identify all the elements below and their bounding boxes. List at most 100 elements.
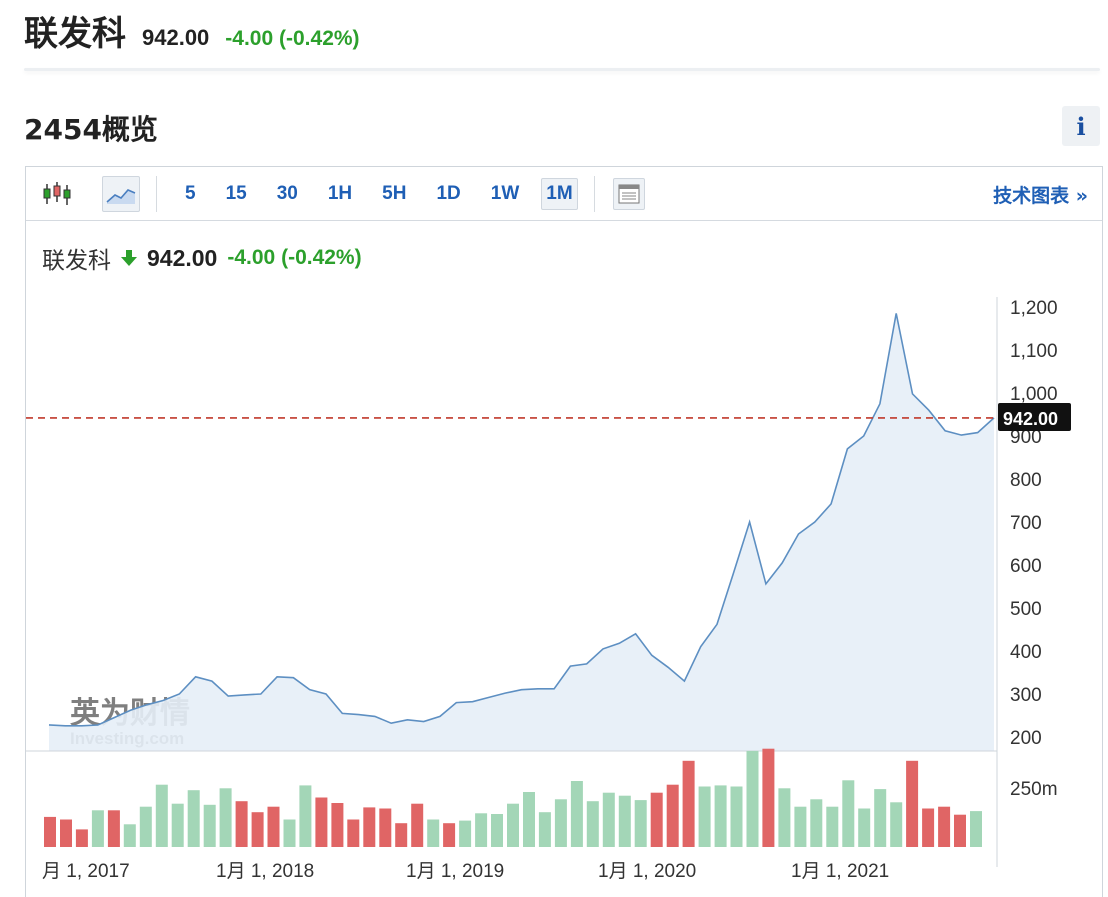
volume-bar — [315, 797, 328, 847]
volume-bar — [107, 810, 120, 847]
volume-bar — [347, 819, 360, 847]
info-icon: i — [1076, 111, 1086, 141]
y-tick-label: 400 — [1010, 642, 1042, 663]
legend-change-percent: (-0.42%) — [281, 246, 362, 269]
volume-bar — [459, 820, 472, 847]
volume-bar — [331, 803, 344, 847]
volume-bar — [427, 819, 440, 847]
legend-change: -4.00 (-0.42%) — [227, 246, 361, 270]
volume-bar — [858, 808, 871, 847]
line-chart-button[interactable] — [102, 175, 140, 212]
timeframe-5h[interactable]: 5H — [382, 182, 407, 204]
volume-bar — [634, 800, 647, 847]
volume-bar — [443, 823, 456, 847]
volume-bar — [155, 784, 168, 847]
volume-bar — [730, 786, 743, 847]
technical-chart-link[interactable]: 技术图表 » — [993, 185, 1088, 207]
volume-bar — [203, 804, 216, 847]
y-tick-label: 1,000 — [1010, 384, 1058, 405]
volume-bar — [810, 799, 823, 847]
volume-bar — [794, 806, 807, 847]
y-tick-label: 500 — [1010, 599, 1042, 620]
table-icon — [618, 184, 640, 203]
x-tick-label: 月 1, 2017 — [42, 861, 130, 882]
volume-bar — [650, 792, 663, 847]
timeframe-1w[interactable]: 1W — [490, 182, 520, 204]
volume-bar — [123, 824, 136, 847]
current-price-badge — [998, 402, 1071, 431]
legend-price: 942.00 — [147, 244, 218, 271]
change-value: -4.00 — [225, 27, 274, 50]
y-tick-label: 200 — [1010, 728, 1042, 749]
price-chart: 英为财情Investing.com20030040050060070080090… — [26, 297, 1071, 882]
section-title: 2454概览 — [24, 113, 158, 146]
candlestick-icon — [43, 181, 71, 205]
volume-bar — [762, 748, 775, 847]
y-tick-label: 600 — [1010, 556, 1042, 577]
timeframe-5[interactable]: 5 — [185, 182, 196, 204]
line-chart-icon — [106, 188, 136, 204]
y-tick-label: 1,100 — [1010, 341, 1058, 362]
volume-bar — [842, 780, 855, 847]
volume-bar — [60, 819, 72, 847]
volume-bar — [411, 803, 424, 847]
volume-bar — [922, 808, 935, 847]
volume-bar — [906, 760, 919, 847]
chart-toolbar: 5 15 30 1H 5H 1D 1W 1M 技术图表 » — [26, 167, 1102, 221]
chart-panel: 5 15 30 1H 5H 1D 1W 1M 技术图表 » 联发科 942.00… — [25, 166, 1103, 897]
volume-bar — [890, 802, 903, 847]
volume-bar — [507, 803, 519, 847]
x-tick-label: 1月 1, 2018 — [216, 861, 314, 882]
y-tick-label: 800 — [1010, 470, 1042, 491]
quote-header: 联发科 942.00 -4.00 (-0.42%) — [24, 6, 360, 54]
y-tick-label: 1,200 — [1010, 298, 1058, 319]
volume-bar — [91, 810, 104, 847]
x-tick-label: 1月 1, 2020 — [598, 861, 696, 882]
volume-bar — [602, 792, 615, 847]
timeframe-1d[interactable]: 1D — [436, 182, 461, 204]
volume-bar — [251, 812, 264, 847]
timeframe-15[interactable]: 15 — [225, 182, 247, 204]
info-button[interactable]: i — [1062, 106, 1100, 146]
candlestick-chart-button[interactable] — [40, 177, 74, 211]
toolbar-separator — [593, 175, 595, 212]
volume-bar — [395, 823, 408, 847]
volume-bar — [666, 784, 679, 847]
volume-bar — [554, 799, 567, 847]
volume-bar — [267, 806, 280, 847]
data-table-button[interactable] — [612, 177, 645, 210]
volume-bar — [187, 790, 200, 847]
volume-bar — [475, 813, 488, 847]
volume-bar — [44, 816, 56, 847]
header-divider — [24, 68, 1100, 71]
volume-bar — [874, 789, 887, 847]
legend-change-value: -4.00 — [227, 246, 276, 269]
volume-bar — [283, 819, 296, 847]
volume-bar — [570, 781, 583, 847]
stock-name: 联发科 — [24, 14, 126, 54]
volume-bar — [954, 814, 966, 847]
volume-bar — [618, 795, 631, 847]
volume-bar — [938, 806, 951, 847]
price-area — [49, 313, 994, 751]
x-tick-label: 1月 1, 2021 — [791, 861, 889, 882]
change-percent: (-0.42%) — [279, 27, 360, 50]
chart-legend: 联发科 942.00 -4.00 (-0.42%) — [42, 241, 362, 275]
volume-bar — [75, 829, 88, 847]
volume-bar — [299, 785, 312, 847]
volume-bar — [778, 788, 791, 847]
volume-bar — [491, 814, 503, 847]
volume-bar — [746, 750, 759, 847]
timeframe-30[interactable]: 30 — [276, 182, 298, 204]
timeframe-1h[interactable]: 1H — [327, 182, 353, 204]
volume-bar — [586, 801, 599, 847]
volume-tick-label: 250m — [1010, 779, 1058, 800]
y-tick-label: 300 — [1010, 685, 1042, 706]
legend-name: 联发科 — [42, 248, 111, 274]
volume-bar — [235, 801, 248, 847]
toolbar-separator — [156, 175, 157, 212]
x-tick-label: 1月 1, 2019 — [406, 861, 504, 882]
current-price-label: 942.00 — [1003, 409, 1058, 429]
volume-bar — [714, 785, 727, 847]
timeframe-1m[interactable]: 1M — [541, 177, 578, 210]
